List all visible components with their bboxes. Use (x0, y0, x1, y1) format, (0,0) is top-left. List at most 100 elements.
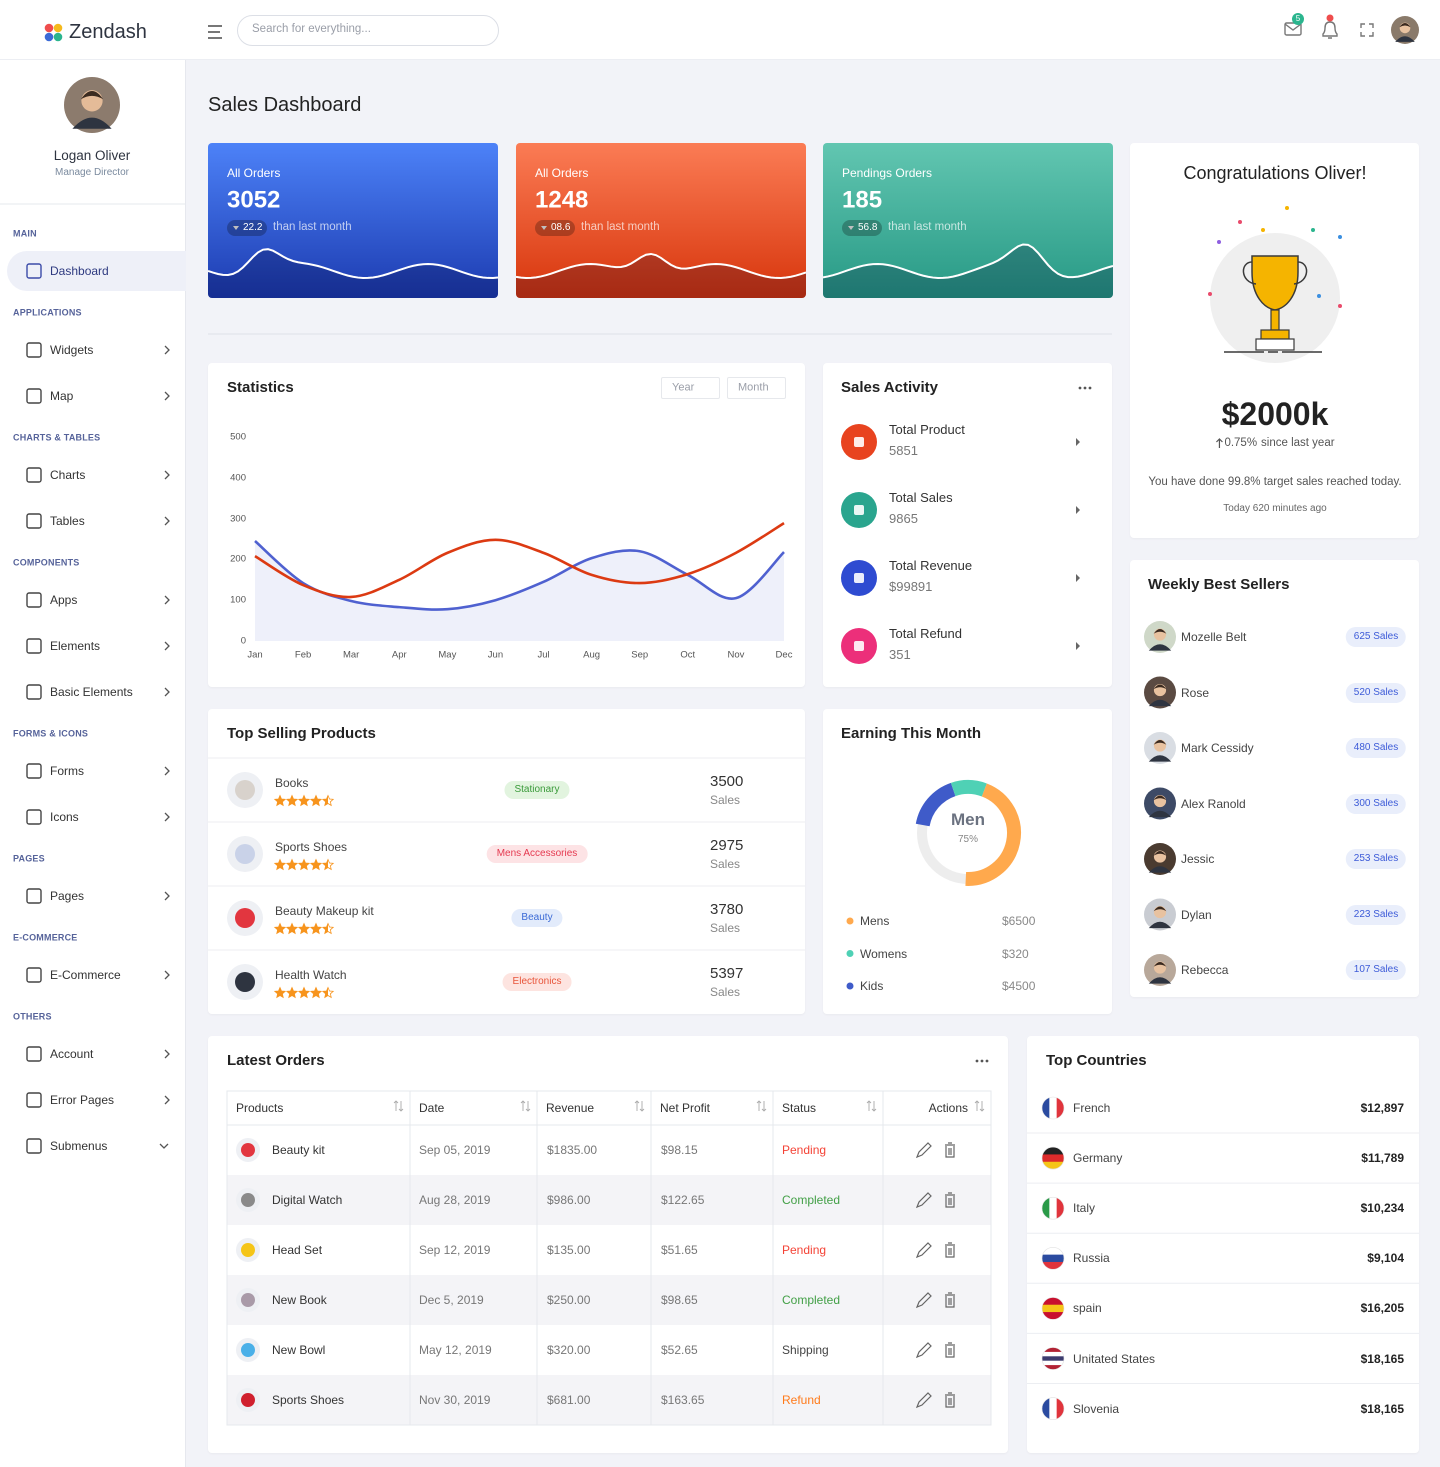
order-product: Head Set (272, 1242, 323, 1257)
stat-card-wave (516, 252, 806, 298)
order-profit: $98.15 (661, 1142, 698, 1157)
wave-fill (823, 244, 1113, 298)
product-name: Sports Shoes (275, 839, 348, 854)
x-tick-label: Dec (775, 649, 793, 661)
product-tag: Stationary (504, 781, 570, 799)
up-arrow-icon (1216, 438, 1223, 448)
nav-item[interactable]: Tables (50, 513, 85, 528)
search-box[interactable] (237, 15, 499, 46)
order-revenue: $250.00 (547, 1292, 591, 1307)
nav-item[interactable]: Elements (50, 638, 101, 653)
filter-label[interactable]: Year (672, 381, 695, 394)
seller-name: Alex Ranold (1181, 796, 1246, 811)
y-tick-label: 0 (240, 635, 246, 647)
stat-card (823, 143, 1113, 298)
table-header[interactable]: Date (419, 1100, 445, 1115)
nav-item[interactable]: Submenus (50, 1138, 108, 1153)
table-header[interactable]: Products (236, 1100, 284, 1115)
nav-item[interactable]: E-Commerce (50, 967, 121, 982)
nav-item[interactable]: Map (50, 388, 74, 403)
stat-change: 08.6 (551, 222, 571, 233)
order-date: May 12, 2019 (419, 1342, 492, 1357)
country-name: Russia (1073, 1251, 1110, 1266)
x-tick-label: Jun (487, 649, 504, 661)
seller-sales: 520 Sales (1345, 682, 1407, 703)
card-title: Weekly Best Sellers (1148, 576, 1290, 593)
table-header[interactable]: Actions (928, 1100, 968, 1115)
congrats-text: You have done 99.8% target sales reached… (1148, 476, 1402, 489)
country-amount: $11,789 (1361, 1150, 1404, 1165)
x-tick-label: May (438, 649, 457, 661)
nav-item[interactable]: Widgets (50, 342, 94, 357)
nav-section: COMPONENTS (13, 557, 80, 568)
legend-value: $320 (1002, 946, 1029, 961)
up-arrow-icon (1216, 438, 1223, 448)
countries-card (1027, 1036, 1419, 1453)
congrats-amount: $2000k (1221, 395, 1329, 432)
nav-item[interactable]: Dashboard (50, 263, 109, 278)
activity-label: Total Product (889, 422, 965, 438)
nav-item[interactable]: Basic Elements (50, 684, 133, 699)
order-profit: $98.65 (661, 1292, 698, 1307)
stat-note: than last month (581, 221, 660, 234)
search-placeholder[interactable]: Search for everything... (252, 23, 371, 36)
filter-label[interactable]: Month (738, 381, 769, 394)
country-amount: $18,165 (1360, 1351, 1404, 1366)
nav-item[interactable]: Error Pages (50, 1092, 115, 1107)
product-sales-unit: Sales (710, 984, 741, 999)
seller-name: Dylan (1181, 907, 1212, 922)
x-tick-label: Nov (727, 649, 745, 661)
wave-line (823, 243, 1113, 279)
product-sales: 5397 (710, 965, 744, 982)
order-product: New Bowl (272, 1342, 326, 1357)
nav-item[interactable]: Charts (50, 467, 86, 482)
legend-name: Womens (860, 946, 908, 961)
legend-value: $6500 (1002, 913, 1036, 928)
nav-item[interactable]: Forms (50, 763, 84, 778)
nav-item[interactable]: Pages (50, 888, 85, 903)
stat-card-value: 3052 (227, 186, 281, 214)
x-tick-label: Oct (680, 649, 696, 661)
legend-name: Kids (860, 978, 884, 993)
product-name: Health Watch (275, 967, 347, 982)
stat-card-title: All Orders (535, 165, 589, 180)
country-amount: $12,897 (1360, 1100, 1404, 1115)
nav-item[interactable]: Account (50, 1046, 94, 1061)
stat-card (516, 143, 806, 298)
seller-name: Rebecca (1181, 962, 1229, 977)
order-profit: $51.65 (661, 1242, 698, 1257)
country-name: Italy (1073, 1200, 1096, 1215)
order-product: Beauty kit (272, 1142, 325, 1157)
activity-value: 9865 (889, 511, 918, 527)
stat-note: than last month (273, 221, 352, 234)
order-revenue: $320.00 (547, 1342, 591, 1357)
table-header[interactable]: Revenue (546, 1100, 595, 1115)
donut-center-value: 75% (957, 834, 979, 845)
table-header[interactable]: Status (782, 1100, 817, 1115)
card-title: Statistics (227, 379, 294, 396)
order-product: Sports Shoes (272, 1392, 345, 1407)
x-tick-label: Mar (342, 649, 360, 661)
stat-card-title: Pendings Orders (842, 165, 933, 180)
table-header[interactable]: Net Profit (660, 1100, 711, 1115)
seller-sales: 253 Sales (1345, 849, 1407, 869)
order-revenue: $1835.00 (547, 1142, 598, 1157)
product-sales-unit: Sales (710, 792, 741, 807)
country-amount: $16,205 (1360, 1301, 1404, 1316)
nav-section: CHARTS & TABLES (13, 432, 101, 443)
country-amount: $18,165 (1360, 1401, 1404, 1416)
sales-activity-card (823, 363, 1112, 687)
product-tag: Mens Accessories (486, 845, 588, 863)
card-title: Sales Activity (841, 379, 938, 396)
nav-item[interactable]: Apps (50, 592, 78, 607)
filter-dropdown[interactable] (661, 377, 720, 399)
seller-name: Mozelle Belt (1181, 629, 1247, 644)
nav-item[interactable]: Icons (50, 809, 79, 824)
product-sales: 2975 (710, 837, 744, 854)
donut-center-label: Men (951, 809, 985, 829)
filter-dropdown[interactable] (727, 377, 786, 399)
seller-sales: 300 Sales (1345, 793, 1407, 814)
y-tick-label: 500 (230, 431, 246, 443)
